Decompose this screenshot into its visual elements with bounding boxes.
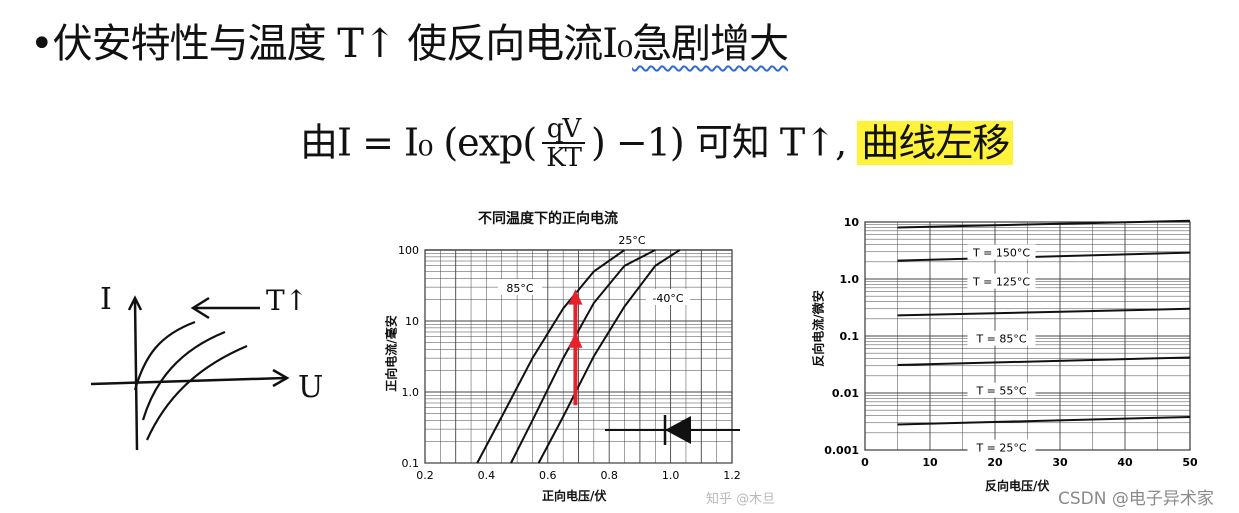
sketch-y-axis <box>133 299 139 451</box>
sketch-x-label: U <box>298 370 324 405</box>
sketch-x-arrow <box>272 368 290 388</box>
reverse-y-tick: 10 <box>844 216 860 229</box>
zhihu-watermark: 知乎 @木旦 <box>706 492 776 507</box>
reverse-x-tick: 10 <box>922 456 938 469</box>
red-arrowhead-upper <box>568 289 583 305</box>
reverse-curve-4 <box>897 415 1191 426</box>
reverse-curve-0 <box>897 219 1191 229</box>
sketch-curve-1 <box>133 320 196 391</box>
sketch-temp-arrowhead <box>190 296 210 320</box>
forward-y-tick: 10 <box>405 315 419 328</box>
reverse-label-box <box>967 244 1036 260</box>
reverse-x-tick: 30 <box>1052 456 1068 469</box>
forward-legend-box <box>498 279 542 295</box>
forward-x-tick: 0.8 <box>600 469 618 482</box>
sketch-x-axis <box>90 376 286 386</box>
note-line-1-emphasis: 急剧增大 <box>632 21 789 67</box>
diode-symbol-icon <box>665 416 691 444</box>
forward-x-tick: 0.2 <box>416 469 434 482</box>
forward-y-tick: 100 <box>398 244 419 257</box>
forward-legend-label: -40°C <box>652 292 683 305</box>
forward-y-tick: 0.1 <box>402 457 420 470</box>
equation-prefix: 由I = I₀ (exp( <box>300 120 537 165</box>
forward-curve-2 <box>537 249 681 464</box>
equation-numerator: qV <box>542 116 585 144</box>
forward-x-tick: 1.0 <box>662 469 680 482</box>
equation-suffix: ) −1) 可知 T↑, <box>591 120 847 165</box>
forward-y-tick: 1.0 <box>402 386 420 399</box>
sketch-curve-3 <box>145 344 248 441</box>
reverse-y-tick: 0.001 <box>824 444 859 457</box>
forward-x-tick: 0.6 <box>539 469 557 482</box>
reverse-x-tick: 0 <box>861 456 869 469</box>
forward-chart-title: 不同温度下的正向电流 <box>478 211 618 227</box>
sketch-y-arrow <box>127 295 143 311</box>
iv-sketch <box>90 295 290 451</box>
reverse-curve-label: T = 85°C <box>975 333 1026 346</box>
reverse-curve-label: T = 55°C <box>975 385 1026 398</box>
reverse-chart-ylabel: 反向电流/微安 <box>811 290 826 367</box>
reverse-x-tick: 20 <box>987 456 1003 469</box>
forward-x-tick: 0.4 <box>478 469 496 482</box>
reverse-label-box <box>967 382 1036 398</box>
reverse-label-box <box>967 439 1036 455</box>
equation-denominator: KT <box>546 143 582 173</box>
reverse-x-tick: 50 <box>1182 456 1198 469</box>
note-line-1: •伏安特性与温度 T↑ 使反向电流I₀急剧增大 <box>30 20 789 68</box>
reverse-label-box <box>967 273 1036 289</box>
sketch-arrow-label: T↑ <box>266 284 309 317</box>
sketch-y-label: I <box>100 282 112 317</box>
forward-curve-1 <box>510 249 656 464</box>
forward-legend-box <box>646 289 690 305</box>
forward-legend-label: 25°C <box>618 234 645 247</box>
reverse-x-tick: 40 <box>1117 456 1133 469</box>
reverse-y-tick: 1.0 <box>840 273 860 286</box>
forward-curve-0 <box>476 249 626 464</box>
forward-legend-label: 85°C <box>506 282 533 295</box>
forward-chart-ylabel: 正向电流/毫安 <box>384 315 399 392</box>
reverse-curve-label: T = 150°C <box>972 247 1030 260</box>
forward-x-tick: 1.2 <box>723 469 741 482</box>
sketch-curve-2 <box>141 330 226 421</box>
equation-highlight: 曲线左移 <box>857 120 1014 165</box>
reverse-curve-1 <box>897 251 1191 262</box>
equation-fraction: qV KT <box>542 116 585 172</box>
reverse-curve-label: T = 125°C <box>972 276 1030 289</box>
note-equation: 由I = I₀ (exp(qV KT) −1) 可知 T↑, 曲线左移 <box>300 116 1014 174</box>
reverse-curve-3 <box>897 356 1191 366</box>
reverse-chart-xlabel: 反向电压/伏 <box>985 479 1050 493</box>
csdn-watermark: CSDN @电子异术家 <box>1058 489 1214 509</box>
forward-legend-box <box>610 231 654 247</box>
reverse-label-box <box>967 330 1036 346</box>
reverse-curve-2 <box>897 307 1191 317</box>
reverse-y-tick: 0.1 <box>840 330 860 343</box>
note-line-1-text: •伏安特性与温度 T↑ 使反向电流I₀ <box>30 21 633 67</box>
reverse-y-tick: 0.01 <box>832 387 859 400</box>
reverse-chart: 0 10 20 30 40 50 10 1.0 0.1 0.01 0.001 T = 150°C T =… <box>824 216 1198 469</box>
forward-chart: 0.2 0.4 0.6 0.8 1.0 1.2 100 10 1.0 0.1 85°C 25°C -40… <box>398 231 741 482</box>
forward-chart-xlabel: 正向电压/伏 <box>542 489 607 503</box>
reverse-curve-label: T = 25°C <box>975 442 1026 455</box>
